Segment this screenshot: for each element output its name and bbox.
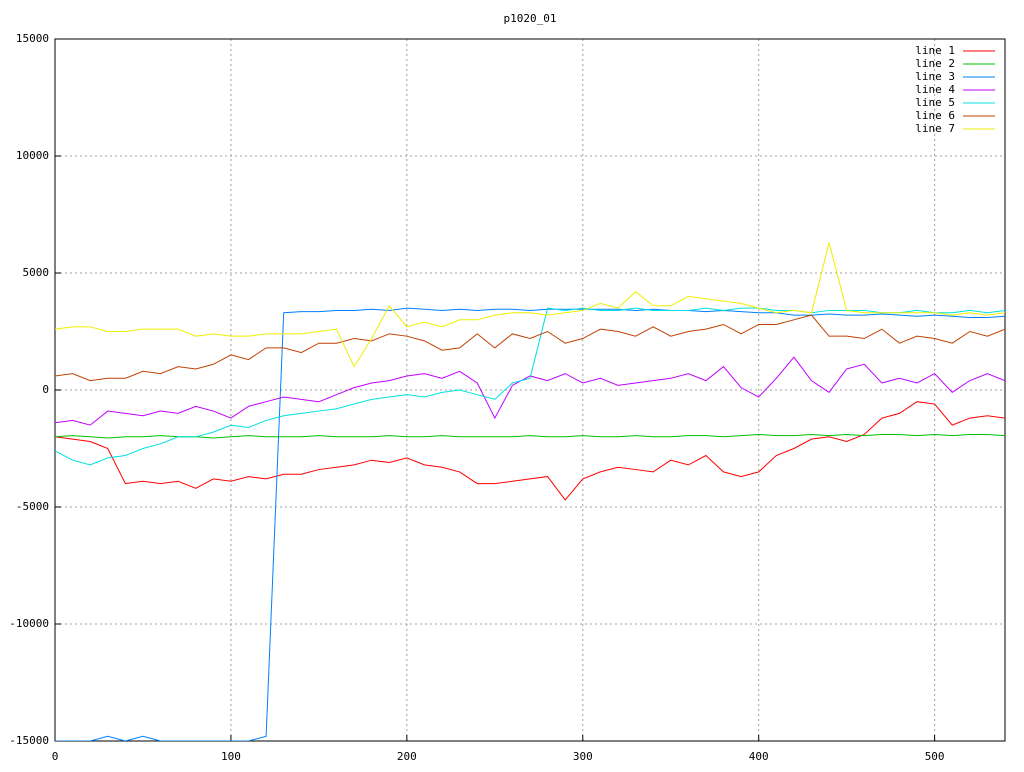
legend-label: line 6 <box>915 109 955 122</box>
x-tick-label: 200 <box>397 750 417 763</box>
legend-label: line 7 <box>915 122 955 135</box>
y-tick-label: 15000 <box>16 32 49 45</box>
data-line <box>55 242 1005 368</box>
data-line <box>55 433 1005 439</box>
data-line <box>55 307 1005 741</box>
legend-label: line 5 <box>915 96 955 109</box>
y-tick-label: 0 <box>42 383 49 396</box>
legend-label: line 4 <box>915 83 955 96</box>
x-tick-label: 300 <box>573 750 593 763</box>
y-tick-label: -10000 <box>9 617 49 630</box>
x-tick-label: 0 <box>52 750 59 763</box>
data-line <box>55 314 1005 382</box>
x-tick-label: 500 <box>925 750 945 763</box>
plot-area <box>55 242 1005 741</box>
y-tick-label: -15000 <box>9 734 49 747</box>
chart-title: p1020_01 <box>504 12 557 25</box>
y-tick-label: -5000 <box>16 500 49 513</box>
plot-frame <box>54 38 1006 742</box>
data-line <box>55 401 1005 501</box>
legend-label: line 3 <box>915 70 955 83</box>
y-tick-label: 5000 <box>23 266 50 279</box>
data-line <box>55 307 1005 466</box>
x-tick-label: 100 <box>221 750 241 763</box>
x-tick-label: 400 <box>749 750 769 763</box>
data-line <box>55 356 1005 426</box>
y-tick-label: 10000 <box>16 149 49 162</box>
legend-label: line 1 <box>915 44 955 57</box>
legend-label: line 2 <box>915 57 955 70</box>
